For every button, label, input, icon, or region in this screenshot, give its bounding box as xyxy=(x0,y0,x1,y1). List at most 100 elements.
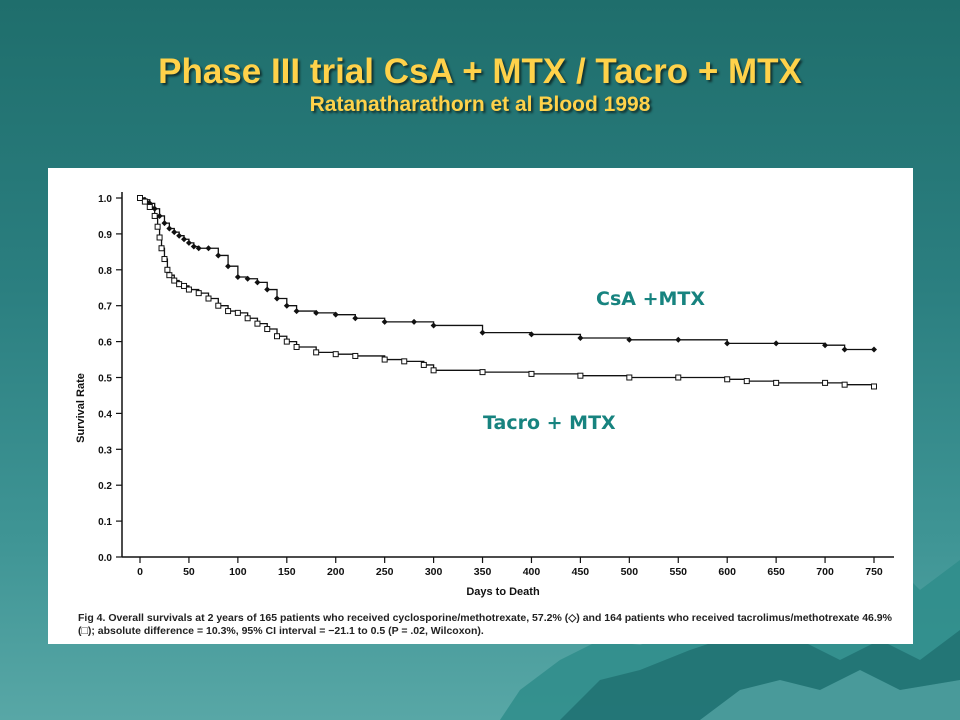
figure-caption: Fig 4. Overall survivals at 2 years of 1… xyxy=(78,612,892,637)
data-point-tacro-mtx xyxy=(254,320,261,327)
data-point-tacro-mtx xyxy=(822,379,829,386)
data-point-csa-mtx xyxy=(234,273,241,280)
data-point-csa-mtx xyxy=(225,263,232,270)
data-point-tacro-mtx xyxy=(141,198,148,205)
data-point-tacro-mtx xyxy=(420,361,427,368)
data-point-tacro-mtx xyxy=(841,381,848,388)
y-tick-label: 0.0 xyxy=(98,553,112,564)
data-point-tacro-mtx xyxy=(146,203,153,210)
data-point-csa-mtx xyxy=(190,243,197,250)
data-point-tacro-mtx xyxy=(577,372,584,379)
data-point-tacro-mtx xyxy=(283,338,290,345)
chart-panel: 0.0 0.1 0.2 0.3 0.4 0.5 0.6 0.7 0.8 0.9 1.0 0 50 100 1… xyxy=(48,168,913,644)
x-tick-label: 50 xyxy=(183,566,195,578)
data-point-tacro-mtx xyxy=(181,282,188,289)
data-point-csa-mtx xyxy=(264,286,271,293)
data-point-tacro-mtx xyxy=(352,352,359,359)
data-point-csa-mtx xyxy=(274,295,281,302)
data-point-tacro-mtx xyxy=(430,367,437,374)
data-point-csa-mtx xyxy=(293,308,300,315)
slide-title: Phase III trial CsA + MTX / Tacro + MTX xyxy=(158,52,802,91)
data-point-tacro-mtx xyxy=(137,195,143,201)
x-tick-label: 350 xyxy=(474,566,492,578)
series-label-tacro: Tacro + MTX xyxy=(483,412,616,434)
data-point-tacro-mtx xyxy=(158,245,165,252)
y-axis-label: Survival Rate xyxy=(75,373,87,443)
data-point-tacro-mtx xyxy=(164,266,171,273)
data-point-csa-mtx xyxy=(195,245,202,252)
data-point-tacro-mtx xyxy=(381,356,388,363)
y-tick-label: 0.3 xyxy=(98,445,112,456)
data-point-csa-mtx xyxy=(822,342,829,349)
data-point-tacro-mtx xyxy=(156,234,163,241)
data-point-tacro-mtx xyxy=(225,308,232,315)
data-point-csa-mtx xyxy=(724,340,731,347)
data-point-tacro-mtx xyxy=(871,383,877,390)
data-point-tacro-mtx xyxy=(154,223,161,230)
y-tick-label: 0.4 xyxy=(98,409,112,420)
data-point-csa-mtx xyxy=(626,336,633,343)
data-point-csa-mtx xyxy=(841,346,848,353)
data-point-csa-mtx xyxy=(479,329,486,336)
data-point-csa-mtx xyxy=(871,346,877,353)
data-point-csa-mtx xyxy=(176,232,183,239)
data-point-tacro-mtx xyxy=(176,281,183,288)
y-tick-label: 0.6 xyxy=(98,338,112,349)
data-point-csa-mtx xyxy=(430,322,437,329)
data-point-tacro-mtx xyxy=(264,326,271,333)
data-point-tacro-mtx xyxy=(528,370,535,377)
x-tick-label: 400 xyxy=(523,566,541,578)
data-point-tacro-mtx xyxy=(274,333,281,340)
data-point-csa-mtx xyxy=(161,220,168,227)
data-point-csa-mtx xyxy=(381,318,388,325)
x-tick-label: 700 xyxy=(816,566,834,578)
x-tick-label: 450 xyxy=(572,566,590,578)
data-point-csa-mtx xyxy=(283,302,290,309)
x-tick-label: 300 xyxy=(425,566,443,578)
series-label-csa: CsA +MTX xyxy=(596,288,705,310)
data-point-csa-mtx xyxy=(171,229,178,236)
data-point-tacro-mtx xyxy=(724,376,731,383)
data-point-csa-mtx xyxy=(411,318,418,325)
data-point-tacro-mtx xyxy=(166,272,173,279)
data-point-tacro-mtx xyxy=(401,358,408,365)
x-tick-label: 0 xyxy=(137,566,143,578)
y-tick-label: 0.5 xyxy=(98,374,112,385)
y-tick-label: 0.1 xyxy=(98,517,112,528)
data-point-tacro-mtx xyxy=(151,212,158,219)
series-line-tacro-mtx xyxy=(140,197,875,387)
x-tick-label: 150 xyxy=(278,566,296,578)
slide-subtitle: Ratanatharathorn et al Blood 1998 xyxy=(309,93,651,116)
data-point-tacro-mtx xyxy=(626,374,633,381)
y-tick-label: 0.7 xyxy=(98,302,112,313)
data-point-csa-mtx xyxy=(244,275,251,282)
data-point-csa-mtx xyxy=(254,279,261,286)
x-tick-label: 600 xyxy=(718,566,736,578)
x-tick-label: 100 xyxy=(229,566,247,578)
x-axis-label: Days to Death xyxy=(466,586,540,598)
x-tick-label: 550 xyxy=(670,566,688,578)
data-point-tacro-mtx xyxy=(479,369,486,376)
data-point-tacro-mtx xyxy=(171,277,178,284)
data-point-csa-mtx xyxy=(313,309,320,316)
y-tick-label: 0.8 xyxy=(98,266,112,277)
data-point-csa-mtx xyxy=(215,252,222,259)
data-point-csa-mtx xyxy=(332,311,339,318)
data-point-tacro-mtx xyxy=(195,290,202,297)
data-point-csa-mtx xyxy=(185,239,192,246)
data-point-csa-mtx xyxy=(181,236,188,243)
data-point-csa-mtx xyxy=(675,336,682,343)
survival-chart: 0.0 0.1 0.2 0.3 0.4 0.5 0.6 0.7 0.8 0.9 1.0 0 50 100 1… xyxy=(75,192,894,598)
data-point-csa-mtx xyxy=(205,245,212,252)
data-point-csa-mtx xyxy=(577,335,584,342)
data-point-tacro-mtx xyxy=(293,343,300,350)
data-point-tacro-mtx xyxy=(161,256,168,263)
data-point-tacro-mtx xyxy=(234,309,241,316)
data-point-tacro-mtx xyxy=(743,378,750,385)
data-point-csa-mtx xyxy=(773,340,780,347)
data-point-tacro-mtx xyxy=(313,349,320,356)
series-line-csa-mtx xyxy=(140,197,874,351)
data-point-tacro-mtx xyxy=(205,295,212,302)
data-point-tacro-mtx xyxy=(332,351,339,358)
x-tick-label: 200 xyxy=(327,566,345,578)
